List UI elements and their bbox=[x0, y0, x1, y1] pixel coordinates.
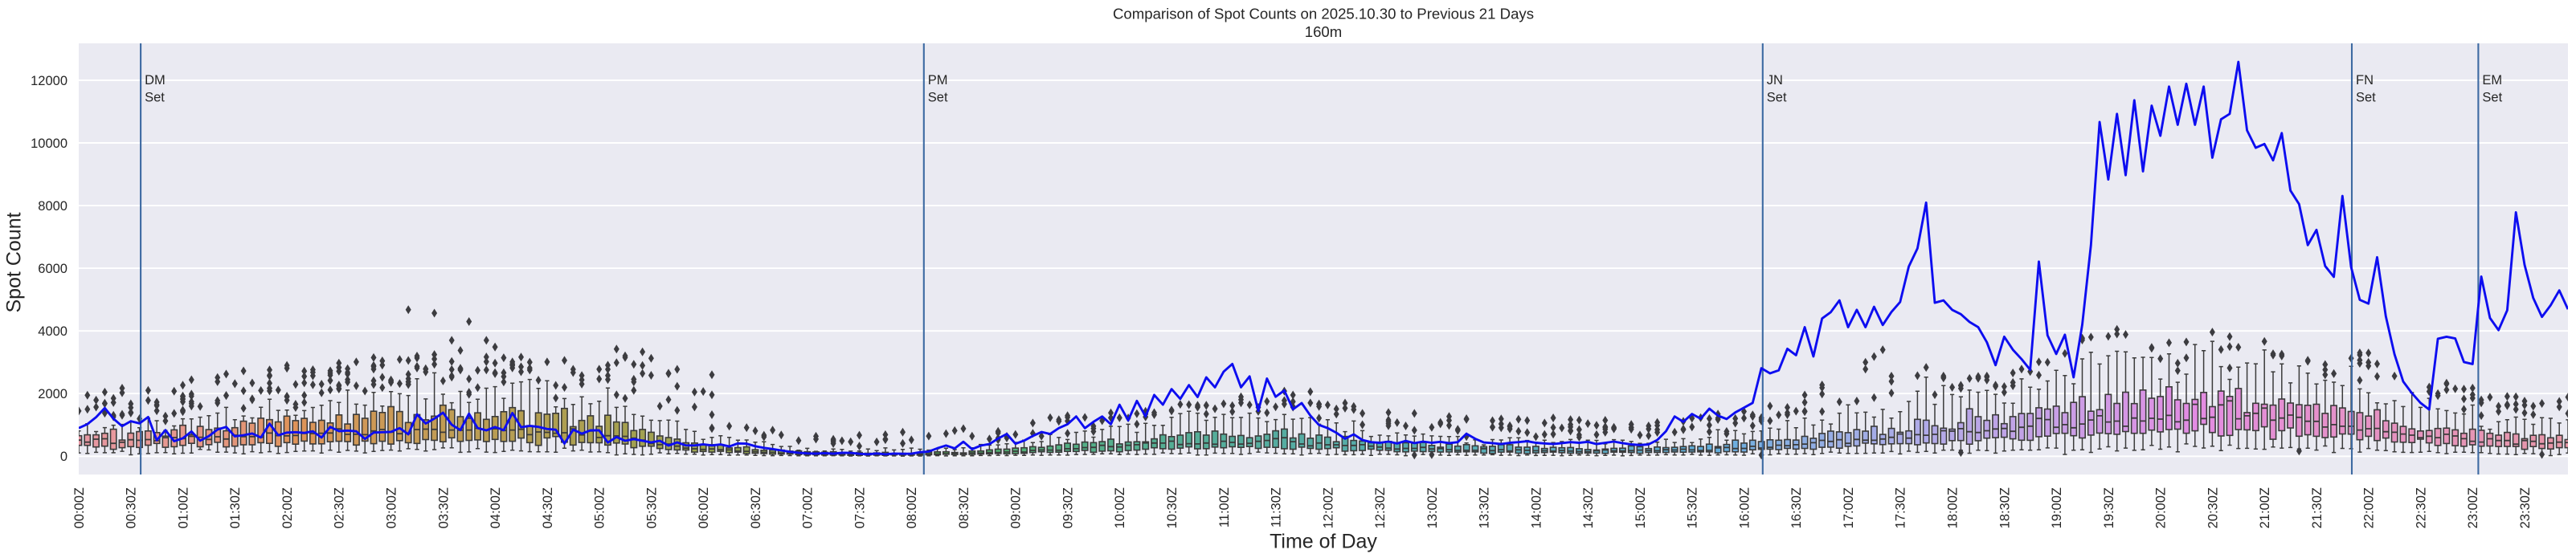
svg-text:4000: 4000 bbox=[38, 324, 67, 339]
svg-text:06:00Z: 06:00Z bbox=[697, 487, 711, 528]
svg-text:20:30Z: 20:30Z bbox=[2206, 487, 2220, 528]
svg-text:08:30Z: 08:30Z bbox=[957, 487, 971, 528]
svg-text:10:30Z: 10:30Z bbox=[1165, 487, 1180, 528]
svg-text:14:00Z: 14:00Z bbox=[1529, 487, 1544, 528]
svg-text:22:30Z: 22:30Z bbox=[2414, 487, 2428, 528]
svg-text:22:00Z: 22:00Z bbox=[2362, 487, 2377, 528]
svg-text:02:30Z: 02:30Z bbox=[333, 487, 347, 528]
svg-text:19:30Z: 19:30Z bbox=[2102, 487, 2116, 528]
svg-text:12:30Z: 12:30Z bbox=[1373, 487, 1388, 528]
svg-text:16:30Z: 16:30Z bbox=[1789, 487, 1804, 528]
svg-text:21:30Z: 21:30Z bbox=[2310, 487, 2325, 528]
svg-text:02:00Z: 02:00Z bbox=[280, 487, 295, 528]
svg-text:01:30Z: 01:30Z bbox=[228, 487, 243, 528]
svg-text:17:30Z: 17:30Z bbox=[1894, 487, 1908, 528]
svg-text:00:00Z: 00:00Z bbox=[72, 487, 87, 528]
svg-text:12:00Z: 12:00Z bbox=[1321, 487, 1335, 528]
svg-text:18:30Z: 18:30Z bbox=[1997, 487, 2012, 528]
svg-text:15:00Z: 15:00Z bbox=[1634, 487, 1648, 528]
svg-text:15:30Z: 15:30Z bbox=[1686, 487, 1700, 528]
svg-text:Set: Set bbox=[1767, 90, 1787, 104]
svg-text:Set: Set bbox=[145, 90, 165, 104]
svg-text:FN: FN bbox=[2356, 73, 2374, 88]
svg-text:Set: Set bbox=[928, 90, 948, 104]
svg-text:01:00Z: 01:00Z bbox=[176, 487, 190, 528]
svg-text:03:30Z: 03:30Z bbox=[436, 487, 451, 528]
svg-text:Comparison of Spot Counts on 2: Comparison of Spot Counts on 2025.10.30 … bbox=[1113, 5, 1534, 22]
svg-text:21:00Z: 21:00Z bbox=[2258, 487, 2272, 528]
svg-text:160m: 160m bbox=[1305, 23, 1343, 40]
svg-text:19:00Z: 19:00Z bbox=[2050, 487, 2064, 528]
svg-text:07:30Z: 07:30Z bbox=[853, 487, 867, 528]
svg-text:23:30Z: 23:30Z bbox=[2518, 487, 2533, 528]
svg-text:2000: 2000 bbox=[38, 387, 67, 401]
svg-text:05:30Z: 05:30Z bbox=[644, 487, 659, 528]
svg-text:13:30Z: 13:30Z bbox=[1478, 487, 1492, 528]
svg-text:04:00Z: 04:00Z bbox=[489, 487, 503, 528]
svg-text:05:00Z: 05:00Z bbox=[593, 487, 607, 528]
svg-text:Time of Day: Time of Day bbox=[1270, 531, 1377, 553]
svg-text:6000: 6000 bbox=[38, 262, 67, 276]
svg-text:0: 0 bbox=[60, 450, 67, 464]
svg-text:17:00Z: 17:00Z bbox=[1842, 487, 1856, 528]
svg-text:03:00Z: 03:00Z bbox=[385, 487, 399, 528]
svg-text:11:30Z: 11:30Z bbox=[1270, 487, 1284, 527]
svg-text:8000: 8000 bbox=[38, 199, 67, 214]
svg-text:09:30Z: 09:30Z bbox=[1061, 487, 1076, 528]
svg-text:07:00Z: 07:00Z bbox=[801, 487, 816, 528]
svg-text:10000: 10000 bbox=[31, 136, 67, 151]
svg-text:14:30Z: 14:30Z bbox=[1581, 487, 1596, 528]
svg-text:04:30Z: 04:30Z bbox=[541, 487, 555, 528]
svg-text:EM: EM bbox=[2482, 73, 2502, 88]
svg-text:PM: PM bbox=[928, 73, 948, 88]
svg-text:DM: DM bbox=[145, 73, 166, 88]
svg-text:10:00Z: 10:00Z bbox=[1113, 487, 1127, 528]
svg-text:Set: Set bbox=[2356, 90, 2376, 104]
svg-text:09:00Z: 09:00Z bbox=[1009, 487, 1024, 528]
svg-text:16:00Z: 16:00Z bbox=[1737, 487, 1752, 528]
svg-text:Spot Count: Spot Count bbox=[2, 212, 25, 312]
svg-text:Set: Set bbox=[2482, 90, 2502, 104]
svg-text:JN: JN bbox=[1767, 73, 1783, 88]
svg-text:08:00Z: 08:00Z bbox=[905, 487, 919, 528]
svg-text:06:30Z: 06:30Z bbox=[749, 487, 763, 528]
svg-text:20:00Z: 20:00Z bbox=[2154, 487, 2169, 528]
svg-text:11:00Z: 11:00Z bbox=[1217, 487, 1232, 527]
svg-text:18:00Z: 18:00Z bbox=[1946, 487, 1961, 528]
svg-text:13:00Z: 13:00Z bbox=[1425, 487, 1440, 528]
svg-text:12000: 12000 bbox=[31, 74, 67, 88]
svg-text:00:30Z: 00:30Z bbox=[125, 487, 139, 528]
svg-text:23:00Z: 23:00Z bbox=[2466, 487, 2480, 528]
